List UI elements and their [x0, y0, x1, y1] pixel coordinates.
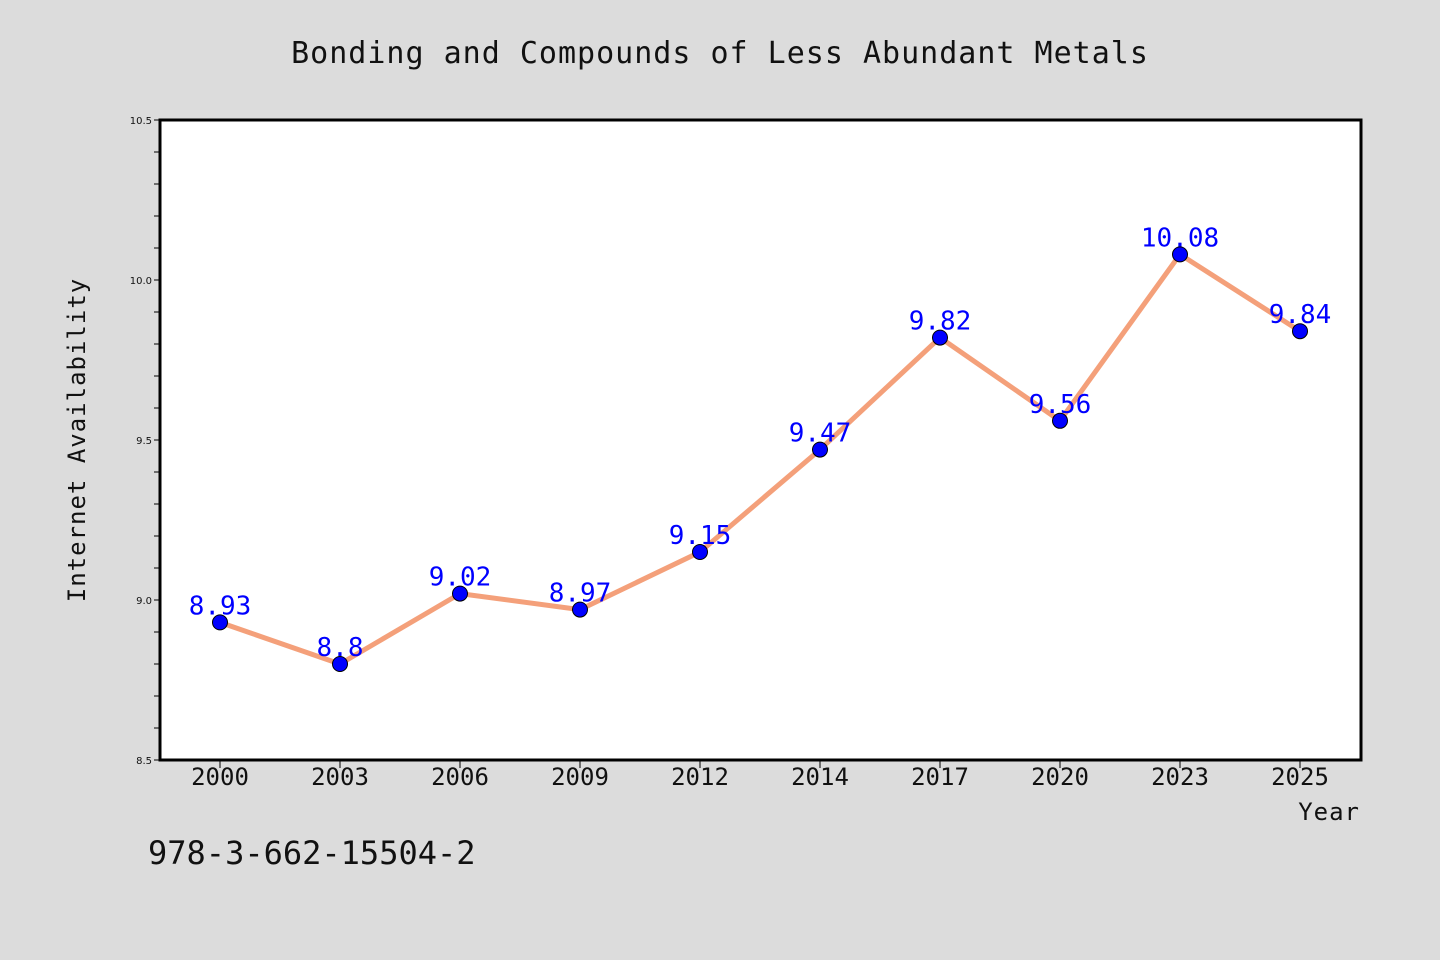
y-tick-label: 8.5	[136, 756, 152, 767]
x-tick-label: 2000	[191, 763, 249, 791]
isbn-text: 978-3-662-15504-2	[148, 834, 476, 872]
data-point	[1052, 412, 1068, 429]
chart-title: Bonding and Compounds of Less Abundant M…	[291, 36, 1149, 71]
series-layer	[212, 246, 1308, 672]
x-tick-label: 2012	[671, 763, 729, 791]
data-point	[692, 544, 708, 560]
x-tick-label: 2023	[1151, 763, 1209, 791]
data-point	[1172, 246, 1188, 263]
data-point	[572, 601, 588, 618]
data-point	[1292, 323, 1308, 340]
x-tick-label: 2003	[311, 763, 369, 791]
x-tick-label: 2009	[551, 763, 609, 791]
data-label: 9.82	[909, 307, 972, 337]
series-line	[217, 251, 1303, 667]
x-axis-label: Year	[1298, 798, 1360, 826]
data-label-layer: 8.93 8.8 9.02 8.97 9.15 9.47 9.82 9.56 10.08 9.84	[189, 223, 1332, 663]
data-label: 9.84	[1269, 300, 1332, 330]
y-tick-label: 9.0	[136, 596, 152, 607]
data-label: 9.02	[429, 563, 492, 593]
x-axis: 2000 2003 2006 2009 2012 2014 2017 2020 2023 2025	[191, 760, 1329, 791]
data-label: 10.08	[1141, 223, 1219, 253]
x-tick-label: 2025	[1271, 763, 1329, 791]
data-point	[812, 441, 828, 458]
x-tick-label: 2014	[791, 763, 849, 791]
data-point	[332, 656, 348, 672]
data-label: 8.8	[317, 633, 364, 663]
data-label: 8.97	[549, 579, 612, 609]
x-tick-label: 2006	[431, 763, 489, 791]
data-label: 8.93	[189, 591, 252, 621]
y-tick-label: 9.5	[136, 436, 152, 447]
data-point	[452, 585, 468, 602]
x-tick-label: 2020	[1031, 763, 1089, 791]
y-tick-label: 10.0	[130, 276, 152, 287]
y-tick-label: 10.5	[130, 116, 152, 127]
x-tick-label: 2017	[911, 763, 969, 791]
data-point	[212, 614, 228, 631]
y-axis-label: Internet Availability	[63, 278, 91, 602]
data-label: 9.47	[789, 419, 852, 449]
y-axis: 8.5 9.0 9.5 10.0 10.5	[130, 116, 160, 767]
data-point	[932, 329, 948, 346]
data-label: 9.15	[669, 521, 732, 551]
data-label: 9.56	[1029, 390, 1092, 420]
